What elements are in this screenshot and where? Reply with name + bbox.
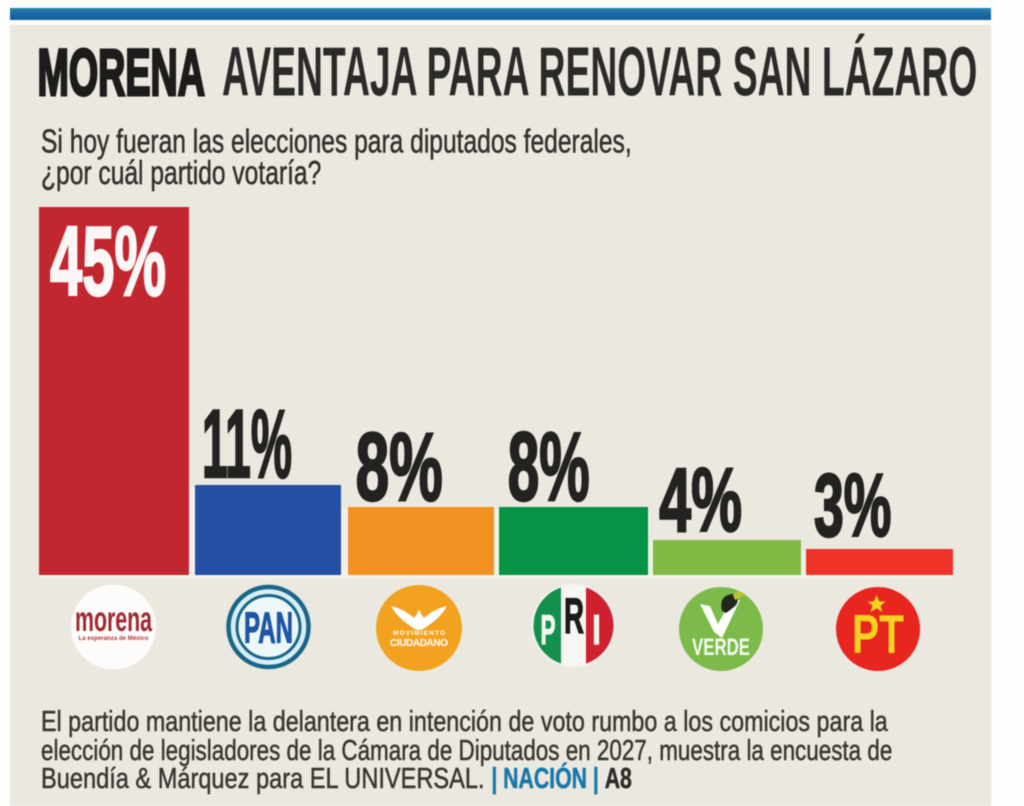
- svg-text:AVENTAJA PARA RENOVAR SAN LÁZA: AVENTAJA PARA RENOVAR SAN LÁZARO: [222, 32, 977, 111]
- svg-text:R: R: [564, 588, 584, 644]
- svg-text:4%: 4%: [659, 450, 742, 550]
- svg-text:El partido mantiene la delante: El partido mantiene la delantera en inte…: [41, 705, 888, 738]
- svg-text:45%: 45%: [50, 207, 166, 317]
- svg-text:I: I: [592, 606, 601, 653]
- svg-text:PAN: PAN: [244, 604, 293, 653]
- svg-text:La esperanza de México: La esperanza de México: [79, 635, 149, 642]
- svg-text:P: P: [541, 606, 556, 653]
- svg-text:11%: 11%: [202, 390, 292, 499]
- svg-text:VERDE: VERDE: [692, 634, 750, 661]
- svg-text:8%: 8%: [508, 412, 590, 521]
- svg-text:Si hoy fueran las elecciones p: Si hoy fueran las elecciones para diputa…: [41, 124, 632, 160]
- svg-text:¿por cuál partido votaría?: ¿por cuál partido votaría?: [41, 156, 321, 192]
- svg-text:3%: 3%: [814, 456, 891, 555]
- svg-text:8%: 8%: [356, 414, 443, 522]
- svg-text:PT: PT: [852, 603, 904, 665]
- svg-text:morena: morena: [75, 600, 152, 639]
- svg-text:elección de legisladores de la: elección de legisladores de la Cámara de…: [41, 735, 892, 766]
- svg-text:MORENA: MORENA: [37, 36, 204, 110]
- svg-text:Buendía & Márquez para EL UNIV: Buendía & Márquez para EL UNIVERSAL.: [41, 762, 485, 795]
- svg-text:| NACIÓN | A8: | NACIÓN | A8: [491, 761, 632, 795]
- svg-text:MOVIMIENTO: MOVIMIENTO: [393, 630, 445, 637]
- svg-text:CIUDADANO: CIUDADANO: [390, 638, 448, 649]
